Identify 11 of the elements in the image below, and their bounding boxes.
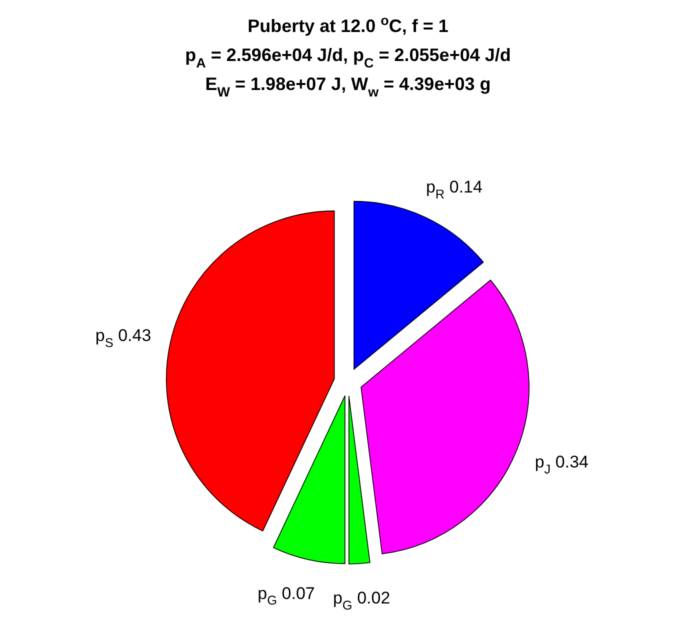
slice-label: p$_{G}$ [258, 584, 278, 608]
data-label: 0.34 [550, 452, 588, 472]
data-label: 0.07 [277, 584, 315, 603]
data-label: 0.43 [113, 326, 152, 345]
slice-label: p$_{G}$ [332, 588, 352, 613]
slice-label: p$_{R}$ [426, 178, 445, 202]
slice-label: p$_{J}$ [534, 452, 551, 476]
data-label: 0.02 [352, 588, 390, 608]
slice-label: p$_{S}$ [95, 326, 114, 350]
data-label: 0.14 [444, 178, 482, 197]
chart-title: Puberty at 12.0 $^{o}$C, f = 1 p$_{A}$ = 2.596e+04 J/d, p$_{C}$ = 2.055e+04 J/d E$_{W}$ = 1.98e+07 J, W$_{w}$ = 4.39e+03 g [185, 12, 511, 100]
